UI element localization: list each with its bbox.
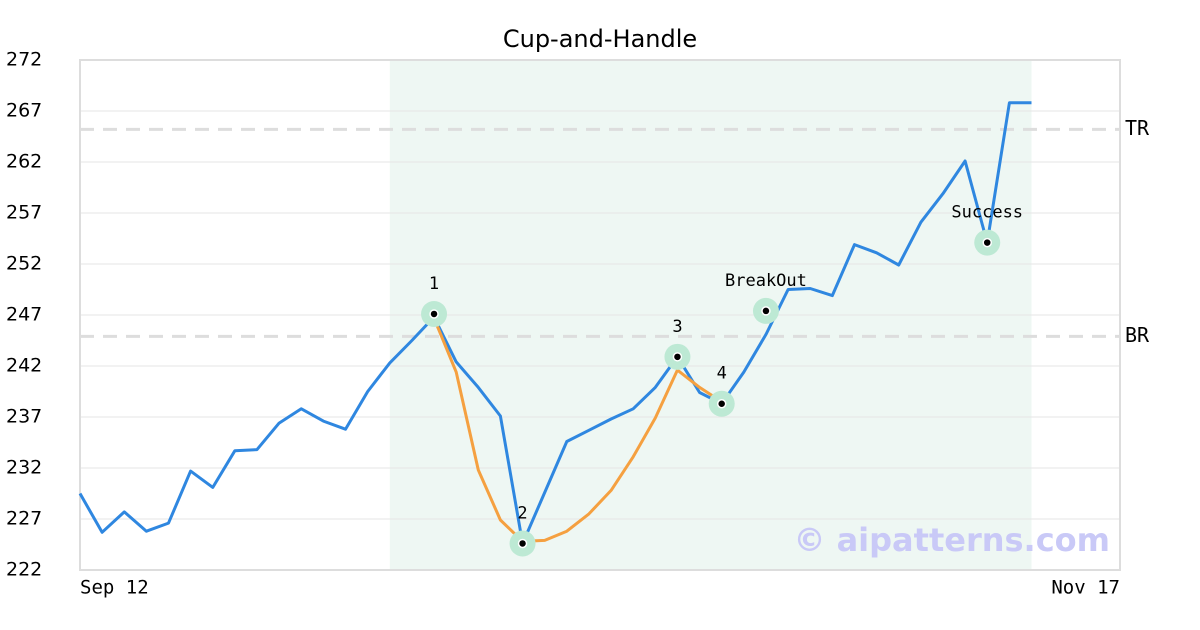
level-label: BR — [1125, 323, 1150, 347]
marker-dot — [982, 237, 992, 248]
y-tick-label: 247 — [6, 304, 42, 326]
y-tick-label: 262 — [6, 151, 42, 173]
y-tick-label: 252 — [6, 253, 42, 275]
marker-dot — [761, 306, 771, 316]
y-tick-label: 272 — [6, 49, 42, 71]
y-tick-label: 232 — [6, 457, 42, 479]
marker-dot — [716, 398, 727, 409]
marker-label: BreakOut — [725, 271, 807, 291]
y-tick-label: 222 — [6, 559, 42, 581]
series-line — [432, 317, 723, 543]
y-tick-label: 227 — [6, 508, 42, 530]
y-tick-label: 257 — [6, 202, 42, 224]
series-line — [78, 101, 1032, 545]
marker-label: Success — [951, 203, 1023, 223]
marker-label: 3 — [672, 317, 682, 337]
x-tick-label: Sep 12 — [80, 577, 149, 599]
marker-label: 4 — [717, 364, 727, 384]
chart-title: Cup-and-Handle — [503, 25, 697, 53]
marker-label: 2 — [517, 503, 527, 523]
y-tick-label: 242 — [6, 355, 42, 377]
marker-label: 1 — [429, 274, 439, 294]
level-label: TR — [1125, 116, 1150, 140]
watermark: © aipatterns.com — [793, 521, 1110, 559]
marker-dot — [672, 352, 683, 362]
marker-dot — [517, 538, 528, 549]
plot-frame — [79, 59, 1121, 571]
marker-dot — [429, 309, 439, 319]
y-tick-label: 267 — [6, 100, 42, 122]
y-tick-label: 237 — [6, 406, 42, 428]
x-tick-label: Nov 17 — [1051, 577, 1120, 599]
